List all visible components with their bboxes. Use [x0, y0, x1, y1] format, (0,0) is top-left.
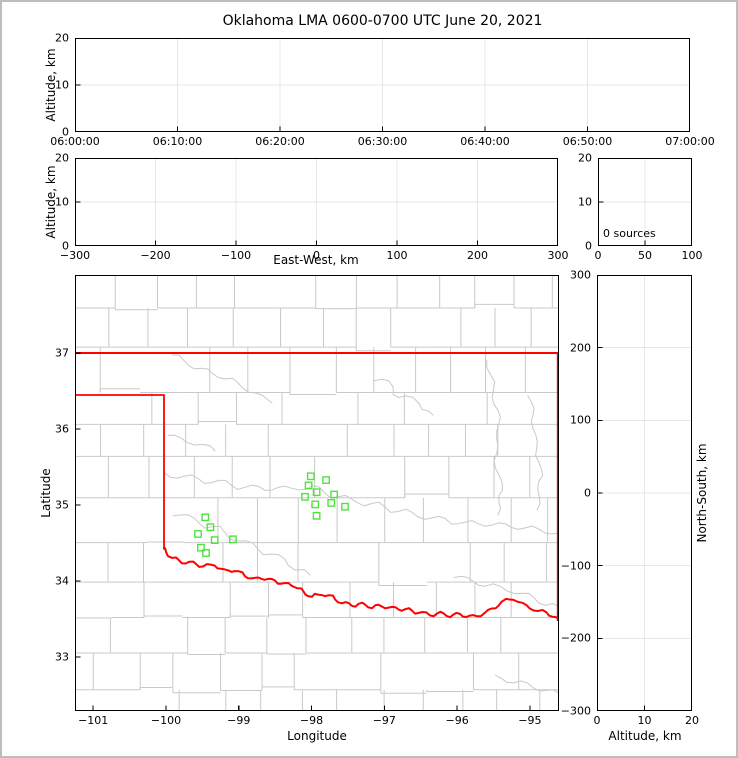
panel-altitude-histogram: [598, 158, 692, 246]
x-tick-label: 06:20:00: [255, 135, 305, 148]
xlabel-east-west: East-West, km: [273, 253, 359, 267]
x-tick-label: 10: [637, 714, 652, 727]
station-marker: [301, 492, 309, 501]
sources-count-annotation: 0 sources: [603, 227, 656, 240]
red-river-border: [164, 547, 559, 621]
station-marker: [304, 481, 313, 490]
xlabel-longitude: Longitude: [287, 729, 347, 743]
y-tick-label: 36: [55, 422, 69, 436]
y-tick-label: 10: [578, 195, 592, 209]
river-lines: [163, 354, 559, 694]
station-marker: [194, 530, 202, 538]
station-marker: [341, 502, 349, 511]
y-tick-label: 33: [55, 650, 69, 664]
x-tick-label: 06:10:00: [152, 135, 203, 148]
panel-ns-height: [597, 275, 692, 711]
panel-ew-height: [75, 158, 558, 246]
x-tick-label: −97: [372, 714, 396, 727]
x-tick-label: −101: [78, 714, 109, 727]
xlabel-altitude-ns-panel: Altitude, km: [608, 729, 682, 743]
x-tick-label: −98: [299, 714, 324, 727]
station-marker: [327, 498, 336, 507]
panel-time-height: [75, 38, 690, 132]
y-tick-label: 20: [55, 151, 69, 165]
x-tick-label: 0: [313, 249, 320, 262]
state-border: [75, 352, 559, 621]
station-marker: [311, 500, 320, 509]
x-tick-label: −100: [220, 249, 252, 262]
y-tick-label: 10: [55, 78, 69, 92]
lma-stations: [194, 472, 349, 557]
x-tick-label: 07:00:00: [665, 135, 715, 148]
x-tick-label: 20: [685, 714, 699, 727]
plot-spine: [598, 158, 692, 246]
plot-spine: [75, 38, 690, 132]
y-tick-label: 37: [55, 346, 69, 360]
y-tick-label: 20: [55, 31, 69, 45]
station-marker: [312, 511, 321, 520]
station-marker: [210, 536, 219, 544]
figure-title: Oklahoma LMA 0600-0700 UTC June 20, 2021: [222, 13, 543, 29]
x-tick-label: 300: [547, 249, 569, 262]
y-tick-label: 300: [570, 268, 591, 282]
station-marker: [330, 490, 338, 499]
x-tick-label: 06:00:00: [50, 135, 100, 148]
x-tick-label: 0: [594, 249, 602, 262]
station-marker: [306, 472, 315, 481]
y-tick-label: 35: [55, 498, 69, 512]
y-tick-label: 34: [55, 574, 69, 588]
y-tick-label: −200: [560, 631, 591, 645]
x-tick-label: −96: [445, 714, 469, 727]
station-marker: [228, 535, 237, 544]
x-tick-label: 06:40:00: [460, 135, 510, 148]
y-tick-label: 0: [584, 486, 591, 500]
station-marker: [322, 476, 330, 484]
station-marker: [196, 543, 205, 552]
plot-spine: [75, 275, 559, 711]
x-tick-label: 200: [467, 249, 488, 262]
x-tick-label: −95: [518, 714, 542, 727]
station-marker: [201, 513, 210, 522]
plot-spine: [597, 275, 692, 711]
y-tick-label: −100: [560, 559, 591, 573]
x-tick-label: −99: [227, 714, 251, 727]
x-tick-label: 06:30:00: [357, 135, 408, 148]
x-tick-label: 06:50:00: [562, 135, 613, 148]
county-boundaries: [75, 275, 559, 711]
x-tick-label: −300: [59, 249, 91, 262]
plot-spine: [75, 158, 558, 246]
station-marker: [312, 488, 321, 497]
ylabel-north-south: North-South, km: [695, 443, 709, 543]
y-tick-label: 20: [578, 151, 592, 165]
y-tick-label: 10: [55, 195, 69, 209]
x-tick-label: 0: [593, 714, 601, 727]
y-tick-label: 0: [62, 239, 69, 253]
y-tick-label: 200: [570, 341, 591, 355]
y-tick-label: 100: [570, 413, 591, 427]
x-tick-label: 50: [638, 249, 652, 262]
panel-plan-view-map: [75, 275, 559, 711]
station-marker: [202, 549, 210, 557]
station-marker: [206, 523, 215, 532]
x-tick-label: 100: [681, 249, 703, 262]
x-tick-label: 100: [386, 249, 408, 262]
x-tick-label: −200: [140, 249, 171, 262]
y-tick-label: 0: [585, 239, 592, 253]
y-tick-label: 0: [62, 125, 69, 139]
x-tick-label: −100: [150, 714, 182, 727]
y-tick-label: −300: [560, 704, 591, 718]
